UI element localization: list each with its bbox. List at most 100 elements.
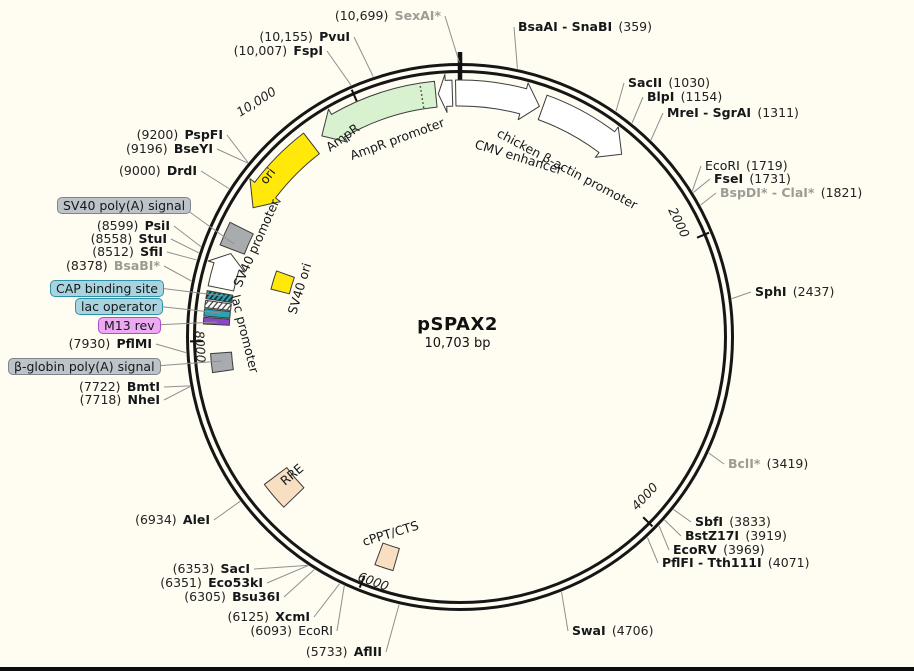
site-label-SacI[interactable]: (6353) SacI <box>173 561 250 576</box>
callout-line-MreI-SgrAI <box>650 112 664 141</box>
site-label-BspDI-ClaI-[interactable]: BspDI* - ClaI* (1821) <box>720 185 862 200</box>
site-label-PflMI[interactable]: (7930) PflMI <box>69 336 152 351</box>
callout-line-AflII <box>385 604 400 653</box>
site-label-AflII[interactable]: (5733) AflII <box>306 644 382 659</box>
site-label-Eco53kI[interactable]: (6351) Eco53kI <box>160 575 263 590</box>
site-label-SfiI[interactable]: (8512) SfiI <box>92 244 163 259</box>
callout-line-SphI <box>731 291 752 300</box>
site-label-MreI-SgrAI[interactable]: MreI - SgrAI (1311) <box>667 105 799 120</box>
tick-label-8000: 8000 <box>192 330 209 363</box>
callout-line-SacII <box>615 82 625 112</box>
feature-callout-sv40-poly-a-signal[interactable]: SV40 poly(A) signal <box>57 197 192 214</box>
feature-rre[interactable] <box>263 467 305 508</box>
tick-label-4000: 4000 <box>628 480 661 514</box>
site-label-PflFI-Tth111I[interactable]: PflFI - Tth111I (4071) <box>662 555 809 570</box>
callout-line-EcoRV <box>658 525 670 551</box>
plasmid-size: 10,703 bp <box>424 336 491 351</box>
feature-callout-cap-binding-site[interactable]: CAP binding site <box>50 280 164 297</box>
callout-line-SexAI- <box>444 15 460 63</box>
callout-line-PsiI <box>173 225 202 247</box>
feature--globin-poly-a-signal[interactable] <box>210 351 234 374</box>
feature-ampr[interactable] <box>321 80 438 143</box>
site-label-BsaAI-SnaBI[interactable]: BsaAI - SnaBI (359) <box>518 19 652 34</box>
site-label-NheI[interactable]: (7718) NheI <box>80 392 160 407</box>
callout-line-BmtI <box>163 385 190 388</box>
tick-label-10000: 10,000 <box>234 84 279 120</box>
feature-sv40-promoter[interactable] <box>207 253 246 292</box>
site-label-BlpI[interactable]: BlpI (1154) <box>647 89 722 104</box>
site-label-BsaBI-[interactable]: (8378) BsaBI* <box>66 258 160 273</box>
callout-line-BstZ17I <box>664 519 682 537</box>
site-label-FspI[interactable]: (10,007) FspI <box>234 43 323 58</box>
plasmid-title-block: pSPAX2 10,703 bp <box>385 314 530 351</box>
feature-sv40-poly-a-signal[interactable] <box>219 221 254 255</box>
feature-cppt-cts[interactable] <box>374 542 400 572</box>
feature-sv40-ori[interactable] <box>270 270 295 295</box>
tick-label-2000: 2000 <box>665 205 692 240</box>
site-label-BmtI[interactable]: (7722) BmtI <box>79 379 160 394</box>
tick-mark-4000 <box>642 516 654 528</box>
callout-line-BclI- <box>708 452 725 465</box>
callout-line-XcmI <box>313 583 340 618</box>
feature-callout--globin-poly-a-signal[interactable]: β-globin poly(A) signal <box>8 358 161 375</box>
site-label-EcoRI[interactable]: (6093) EcoRI <box>250 623 333 638</box>
callout-line-SacI <box>253 564 308 570</box>
callout-line-PspFI <box>226 134 249 163</box>
callout-line-SfiI <box>166 251 197 261</box>
callout-line-Bsu36I <box>283 569 315 598</box>
site-label-BseYI[interactable]: (9196) BseYI <box>126 141 213 156</box>
site-label-AleI[interactable]: (6934) AleI <box>135 512 210 527</box>
feature-chicken-actin-promoter[interactable] <box>537 94 623 158</box>
callout-line-BlpI <box>631 96 644 124</box>
feature-callout-m13-rev[interactable]: M13 rev <box>98 317 161 334</box>
site-label-DrdI[interactable]: (9000) DrdI <box>119 163 197 178</box>
callout-line-BsaAI-SnaBI <box>513 26 518 69</box>
site-label-FseI[interactable]: FseI (1731) <box>714 171 791 186</box>
site-label-SacII[interactable]: SacII (1030) <box>628 75 710 90</box>
callout-line-AleI <box>213 500 241 521</box>
callout-line-EcoRI <box>691 165 702 191</box>
tick-mark-2000 <box>696 231 710 239</box>
feature-cmv-enhancer[interactable] <box>455 79 540 121</box>
callout-line-NheI <box>163 386 191 401</box>
feature-label-cppt-cts[interactable]: cPPT/CTS <box>360 518 420 549</box>
callout-line-StuI <box>170 238 199 254</box>
callout-line-FspI <box>326 50 352 86</box>
site-label-SphI[interactable]: SphI (2437) <box>755 284 834 299</box>
callout-line-cap-binding-site <box>158 287 225 297</box>
site-label-EcoRI[interactable]: EcoRI (1719) <box>705 158 788 173</box>
site-label-PspFI[interactable]: (9200) PspFI <box>137 127 223 142</box>
feature-ampr-promoter[interactable] <box>437 73 454 113</box>
site-label-XcmI[interactable]: (6125) XcmI <box>227 609 310 624</box>
site-label-SwaI[interactable]: SwaI (4706) <box>572 623 653 638</box>
plasmid-name: pSPAX2 <box>417 314 498 335</box>
site-label-SexAI-[interactable]: (10,699) SexAI* <box>335 8 442 23</box>
callout-line-DrdI <box>200 170 230 190</box>
site-label-EcoRV[interactable]: EcoRV (3969) <box>673 542 765 557</box>
feature-label-lac-promoter[interactable]: lac promoter <box>228 293 262 375</box>
callout-line-lac-operator <box>154 305 221 314</box>
feature-lac-operator[interactable] <box>203 308 231 319</box>
callout-line-m13-rev <box>153 321 218 326</box>
site-label-PvuI[interactable]: (10,155) PvuI <box>259 29 350 44</box>
callout-line-PflMI <box>155 343 187 354</box>
feature-lac-promoter[interactable] <box>204 299 232 311</box>
callout-line-FseI <box>693 178 711 193</box>
feature-callout-lac-operator[interactable]: lac operator <box>75 298 163 315</box>
feature-m13-rev[interactable] <box>202 316 231 326</box>
feature-cap-binding-site[interactable] <box>205 290 234 303</box>
callout-line-PflFI-Tth111I <box>646 537 659 564</box>
tick-mark-10000 <box>350 89 358 102</box>
callout-line-SwaI <box>561 591 569 632</box>
site-label-BclI-[interactable]: BclI* (3419) <box>728 456 808 471</box>
callout-line-BsaBI- <box>163 265 192 282</box>
site-label-PsiI[interactable]: (8599) PsiI <box>97 218 170 233</box>
feature-ori[interactable] <box>249 132 320 209</box>
window-bottom-edge <box>0 667 914 671</box>
site-label-SbfI[interactable]: SbfI (3833) <box>695 514 771 529</box>
site-label-StuI[interactable]: (8558) StuI <box>91 231 167 246</box>
callout-line-SbfI <box>673 509 692 523</box>
site-label-Bsu36I[interactable]: (6305) Bsu36I <box>184 589 280 604</box>
site-label-BstZ17I[interactable]: BstZ17I (3919) <box>685 528 787 543</box>
